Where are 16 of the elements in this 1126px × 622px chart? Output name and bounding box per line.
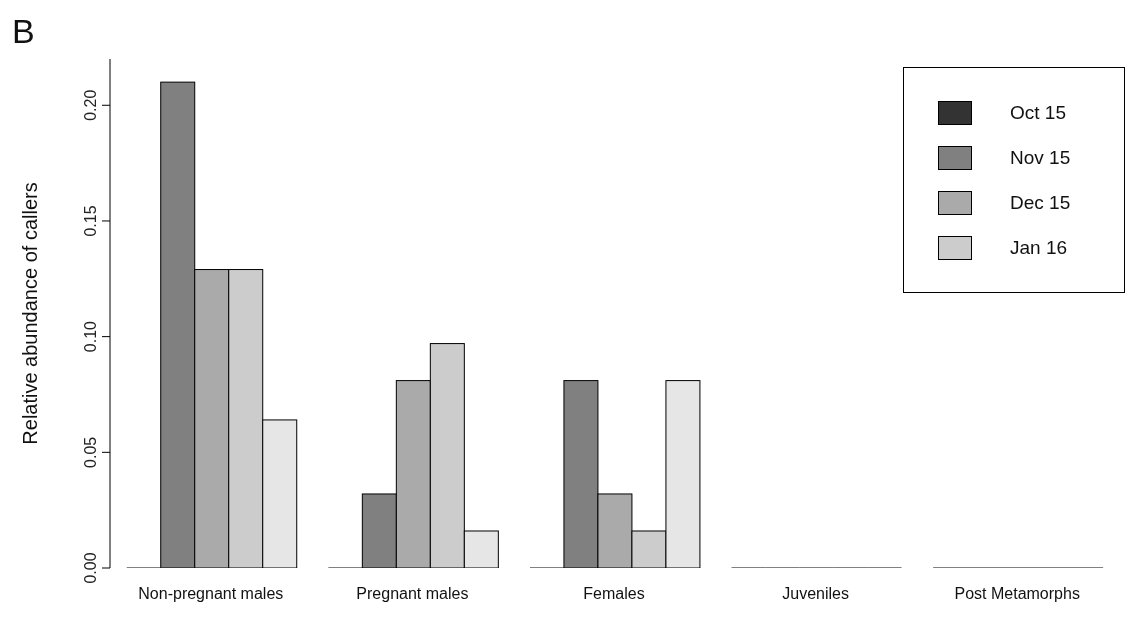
chart-title: B (12, 12, 35, 51)
y-tick-label: 0.00 (82, 552, 99, 584)
x-tick-label: Juveniles (782, 585, 849, 603)
x-tick-label: Non-pregnant males (138, 585, 284, 603)
legend-label: Oct 15 (1010, 101, 1066, 124)
y-tick-label: 0.20 (82, 89, 99, 121)
legend-label: Nov 15 (1010, 146, 1071, 169)
legend-label: Jan 16 (1010, 236, 1068, 259)
legend-label: Dec 15 (1010, 191, 1071, 214)
y-tick-label: 0.05 (82, 436, 99, 468)
y-tick-label: 0.15 (82, 205, 99, 237)
x-tick-label: Post Metamorphs (954, 585, 1080, 603)
x-tick-label: Pregnant males (356, 585, 469, 603)
y-tick-label: 0.10 (82, 320, 99, 353)
x-tick-label: Females (583, 585, 645, 603)
y-axis-title: Relative abundance of callers (19, 182, 42, 445)
